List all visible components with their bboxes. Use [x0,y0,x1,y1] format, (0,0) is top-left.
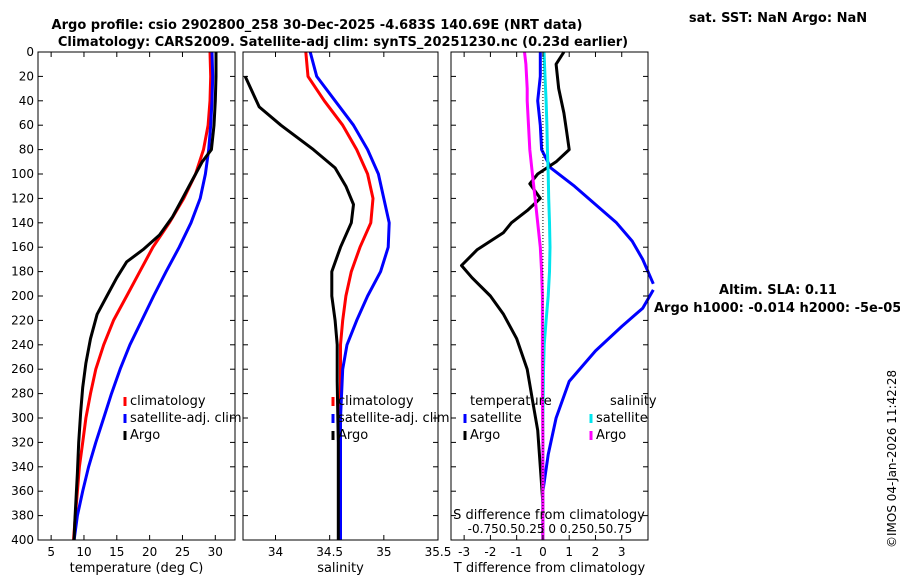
difference-profile-panel: -3 -2 -1 0 1 2 3 T difference from climatology t… [450,51,657,576]
series-line-t-satellite-lower- [541,289,655,540]
y-tick-label: 120 [11,191,34,205]
y-tick-label: 280 [11,387,34,401]
x-tick-label: 20 [142,545,157,559]
y-tick-label: 100 [11,167,34,181]
y-tick-label: 80 [19,143,34,157]
x-tick-label: -3 [458,545,470,559]
y-tick-label: 20 [19,69,34,83]
s-tick-labels: -0.750.50.25 0 0.250.50.75 [468,522,633,536]
sst-map-title: sat. SST: NaN Argo: NaN [689,11,867,26]
y-tick-label: 380 [11,509,34,523]
x-tick-label: 25 [175,545,190,559]
x-axis-label: salinity [317,561,364,576]
y-tick-label: 220 [11,313,34,327]
legend-label: climatology [338,394,414,409]
legend-label: Argo [338,428,368,443]
y-tick-label: 200 [11,289,34,303]
y-tick-label: 340 [11,460,34,474]
x-axis-label: temperature (deg C) [70,561,204,576]
x-tick-label: 30 [208,545,223,559]
s-axis-label: S difference from climatology [453,508,645,523]
legend-label: satellite-adj. clim [338,411,450,426]
legend-label: satellite-adj. clim [130,411,242,426]
sla-map-subtitle: Argo h1000: -0.014 h2000: -5e-05 [654,301,900,316]
x-axis-label: T difference from climatology [453,561,646,576]
figure-title-line1: Argo profile: csio 2902800_258 30-Dec-20… [52,18,583,33]
x-tick-label: 35 [376,545,391,559]
legend-label: satellite [470,411,522,426]
figure-title-line2: Climatology: CARS2009. Satellite-adj cli… [58,35,628,50]
temperature-profile-panel: 5 10 15 20 25 3002040608010012014016018020022… [11,45,242,576]
x-tick-label: 2 [592,545,600,559]
series-line-t-argo [460,51,571,540]
series-line-t-satellite [536,52,655,285]
x-tick-label: -1 [511,545,523,559]
legend-title: salinity [610,394,657,409]
imos-watermark: ©IMOS 04-Jan-2026 11:42:28 [885,370,899,548]
legend-label: Argo [596,428,626,443]
x-tick-label: 34 [268,545,283,559]
x-tick-label: 3 [618,545,626,559]
y-tick-label: 400 [11,533,34,547]
y-tick-label: 60 [19,118,34,132]
legend-title: temperature [470,394,552,409]
x-tick-label: 35.5 [425,545,452,559]
y-tick-label: 40 [19,94,34,108]
salinity-profile-panel: 34 34.5 35 35.5 salinity climatology satellite… [242,51,452,576]
axes-frame [37,51,236,541]
legend-label: Argo [130,428,160,443]
x-tick-label: 5 [47,545,55,559]
y-tick-label: 260 [11,362,34,376]
x-tick-label: 1 [565,545,573,559]
series-line-s-argo [523,51,545,540]
series-line-satellite-adj-clim [72,51,215,541]
legend-label: satellite [596,411,648,426]
x-tick-label: 15 [109,545,124,559]
y-tick-label: 140 [11,216,34,230]
y-tick-label: 180 [11,265,34,279]
y-tick-label: 0 [26,45,34,59]
sla-map-title: Altim. SLA: 0.11 [719,283,837,298]
y-tick-label: 320 [11,435,34,449]
y-tick-label: 360 [11,484,34,498]
x-tick-label: 34.5 [316,545,343,559]
y-tick-label: 160 [11,240,34,254]
y-tick-label: 300 [11,411,34,425]
series-line-climatology [72,51,213,541]
legend-label: Argo [470,428,500,443]
x-tick-label: -2 [484,545,496,559]
y-tick-label: 240 [11,338,34,352]
x-tick-label: 0 [539,545,547,559]
series-line-argo [243,75,355,540]
x-tick-label: 10 [76,545,91,559]
series-line-satellite-adj-clim [308,51,391,540]
series-line-argo [72,52,218,541]
legend-label: climatology [130,394,206,409]
